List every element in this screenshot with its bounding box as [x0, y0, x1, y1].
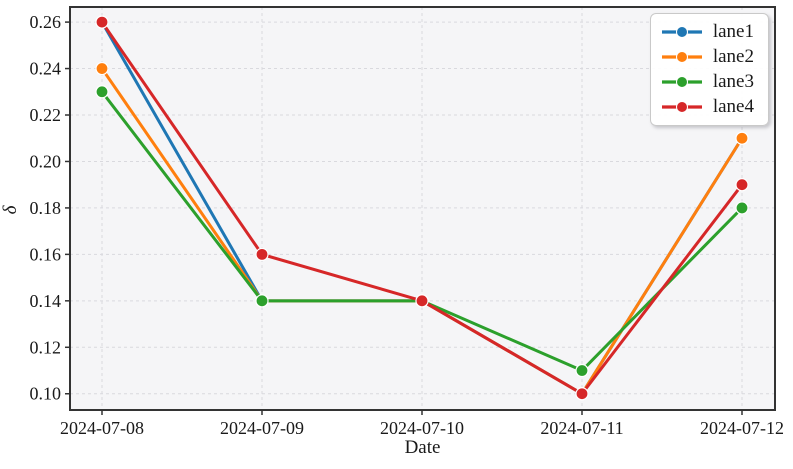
legend-line-marker-icon [661, 51, 702, 63]
x-tick-label: 2024-07-11 [540, 418, 623, 438]
y-tick-label: 0.14 [30, 291, 62, 311]
y-tick-label: 0.22 [30, 105, 62, 125]
data-point-lane4 [575, 387, 589, 401]
data-point-lane4 [95, 15, 109, 29]
data-point-lane2 [735, 131, 749, 145]
x-tick-label: 2024-07-10 [380, 418, 464, 438]
y-axis: 0.26 0.24 0.22 0.20 0.18 0.16 0.14 0.12 0.10 [30, 12, 70, 404]
legend-item-lane3: lane3 [661, 71, 754, 93]
data-point-lane4 [735, 178, 749, 192]
legend-item-lane1: lane1 [661, 21, 754, 43]
legend-line-marker-icon [661, 26, 702, 38]
legend-label-lane4: lane4 [712, 96, 754, 117]
x-tick-label: 2024-07-09 [220, 418, 304, 438]
legend: lane1 lane2 lane3 lane4 [649, 13, 769, 126]
y-tick-label: 0.12 [30, 337, 62, 357]
legend-line-marker-icon [661, 76, 702, 88]
y-tick-label: 0.20 [30, 151, 62, 171]
data-point-lane4 [415, 294, 429, 308]
y-tick-label: 0.26 [30, 12, 62, 32]
data-point-lane3 [95, 85, 109, 99]
y-axis-label: δ [0, 205, 21, 215]
y-tick-label: 0.24 [30, 59, 62, 79]
series-lane4 [95, 15, 749, 401]
data-point-lane4 [255, 247, 269, 261]
legend-item-lane2: lane2 [661, 46, 754, 68]
data-point-lane3 [575, 363, 589, 378]
x-axis-label: Date [404, 437, 441, 458]
x-axis: 2024-07-08 2024-07-09 2024-07-10 2024-07-11… [60, 410, 784, 438]
data-point-lane3 [255, 294, 269, 308]
y-tick-label: 0.10 [30, 384, 62, 404]
y-tick-label: 0.18 [30, 198, 62, 218]
x-tick-label: 2024-07-12 [700, 418, 784, 438]
data-point-lane2 [95, 61, 109, 76]
x-tick-label: 2024-07-08 [60, 418, 144, 438]
legend-label-lane1: lane1 [712, 21, 754, 42]
data-point-lane3 [735, 201, 749, 215]
legend-label-lane3: lane3 [712, 71, 754, 92]
y-tick-label: 0.16 [30, 244, 62, 264]
legend-line-marker-icon [661, 101, 702, 113]
legend-label-lane2: lane2 [712, 46, 754, 67]
legend-item-lane4: lane4 [661, 96, 754, 118]
